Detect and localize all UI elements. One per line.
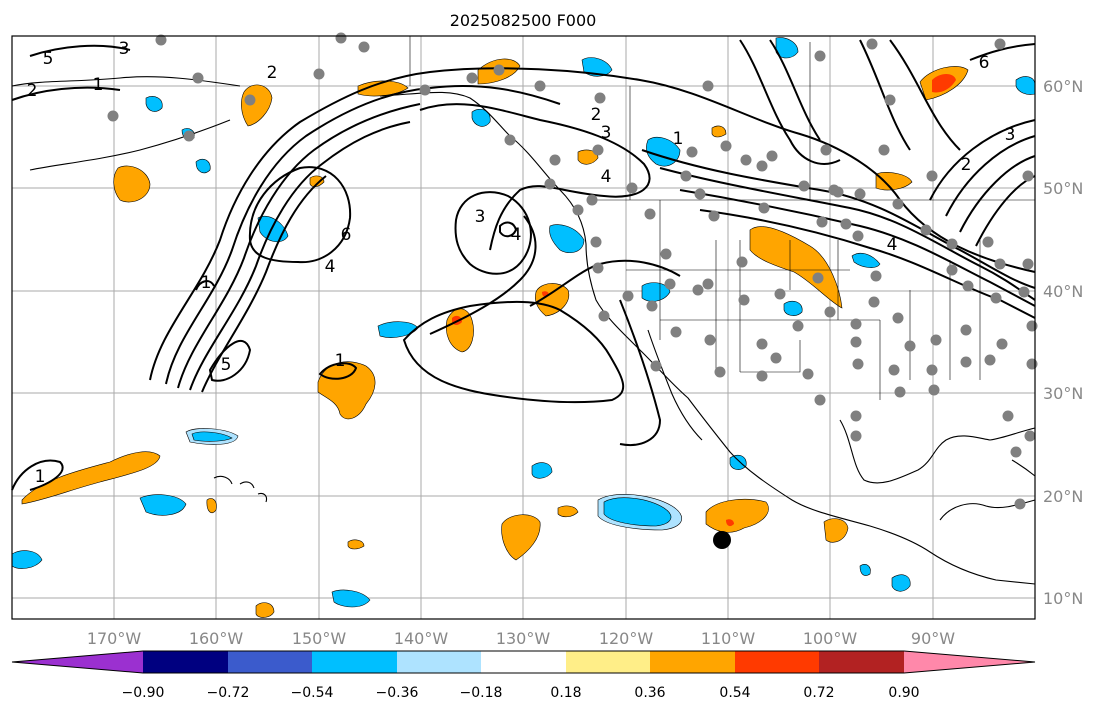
map-border <box>11 35 1036 620</box>
contour-label: 2 <box>267 63 278 83</box>
latitude-labels: 60°N 50°N 40°N 30°N 20°N 10°N <box>1043 77 1083 608</box>
contour-label-group: 1 1 1 1 1 2 2 2 2 3 3 3 3 4 4 4 4 5 5 6 … <box>27 39 1016 487</box>
colorbar-tick-label: −0.72 <box>207 685 250 701</box>
colorbar-extend-min <box>12 651 143 673</box>
contour-label: 2 <box>961 155 972 175</box>
lat-label: 30°N <box>1043 384 1083 403</box>
contour-label: 4 <box>887 235 898 255</box>
lon-label: 90°W <box>911 629 955 648</box>
contour-label: 4 <box>325 257 336 277</box>
contour-lines <box>11 39 1036 491</box>
colorbar-tick-label: 0.54 <box>719 685 750 701</box>
contour-label: 1 <box>35 467 46 487</box>
colorbar: −0.90 −0.72 −0.54 −0.36 −0.18 0.18 0.36 … <box>11 650 1036 701</box>
lon-label: 160°W <box>189 629 244 648</box>
station-markers <box>107 32 1038 510</box>
colorbar-segment <box>397 651 481 673</box>
map-title: 2025082500 F000 <box>450 11 597 30</box>
contour-label: 2 <box>591 105 602 125</box>
colorbar-segment <box>312 651 397 673</box>
contour-label: 5 <box>43 49 54 69</box>
lat-label: 20°N <box>1043 487 1083 506</box>
contour-label: 6 <box>979 53 990 73</box>
contour-label: 1 <box>335 351 346 371</box>
lon-label: 150°W <box>292 629 347 648</box>
map-panel: 1 1 1 1 1 2 2 2 2 3 3 3 3 4 4 4 4 5 5 6 … <box>11 32 1038 620</box>
contour-label: 6 <box>341 225 352 245</box>
contour-label: 3 <box>1005 125 1016 145</box>
contour-label: 4 <box>601 167 612 187</box>
colorbar-segment <box>143 651 228 673</box>
colorbar-tick-label: 0.72 <box>803 685 834 701</box>
colorbar-tick-label: −0.18 <box>460 685 503 701</box>
lat-label: 10°N <box>1043 589 1083 608</box>
contour-label: 3 <box>119 39 130 59</box>
colorbar-tick-label: −0.90 <box>122 685 165 701</box>
colorbar-tick-label: −0.54 <box>291 685 334 701</box>
lat-label: 60°N <box>1043 77 1083 96</box>
colorbar-tick-label: 0.36 <box>634 685 665 701</box>
colorbar-segment <box>650 651 735 673</box>
colorbar-outline <box>11 650 1036 674</box>
colorbar-segments <box>11 650 1036 674</box>
negative-anomaly-areas <box>11 37 1036 608</box>
contour-label: 4 <box>511 225 522 245</box>
lon-label: 170°W <box>87 629 142 648</box>
lon-label: 120°W <box>599 629 654 648</box>
lon-label: 100°W <box>803 629 858 648</box>
contour-label: 3 <box>475 207 486 227</box>
colorbar-tick-label: −0.36 <box>376 685 419 701</box>
contour-label: 5 <box>221 355 232 375</box>
storm-center-marker <box>713 531 731 549</box>
colorbar-tick-label: 0.18 <box>550 685 581 701</box>
colorbar-segment <box>228 651 312 673</box>
colorbar-segment <box>819 651 904 673</box>
colorbar-segment <box>566 651 650 673</box>
contour-label: 3 <box>601 123 612 143</box>
colorbar-segment <box>735 651 819 673</box>
contour-label: 1 <box>93 75 104 95</box>
colorbar-segment <box>481 651 566 673</box>
lon-label: 130°W <box>496 629 551 648</box>
lat-label: 40°N <box>1043 282 1083 301</box>
colorbar-tick-labels: −0.90 −0.72 −0.54 −0.36 −0.18 0.18 0.36 … <box>122 685 920 701</box>
lon-label: 140°W <box>394 629 449 648</box>
colorbar-extend-max <box>904 651 1035 673</box>
contour-label: 2 <box>27 81 38 101</box>
contour-label: 1 <box>673 129 684 149</box>
lat-label: 50°N <box>1043 179 1083 198</box>
contour-label: 1 <box>201 273 212 293</box>
lon-label: 110°W <box>701 629 756 648</box>
longitude-labels: 170°W 160°W 150°W 140°W 130°W 120°W 110°… <box>87 629 955 648</box>
colorbar-tick-label: 0.90 <box>888 685 919 701</box>
